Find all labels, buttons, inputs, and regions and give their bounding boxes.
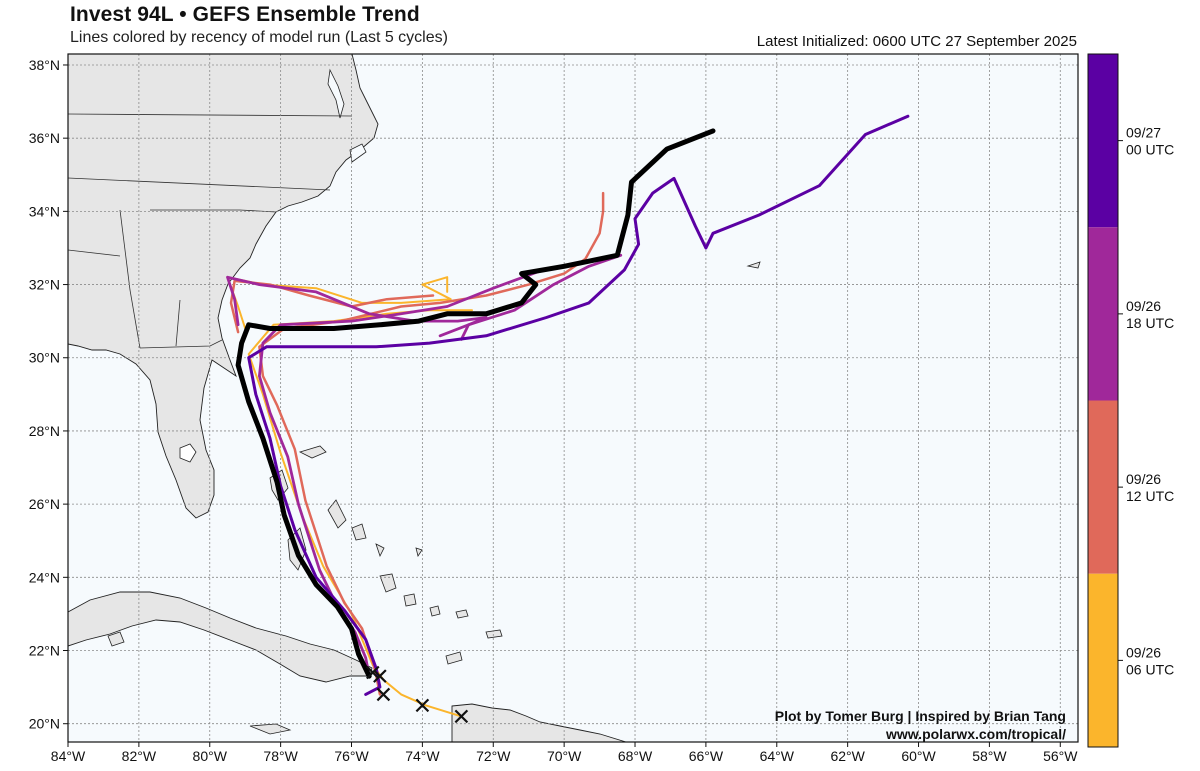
lon-label: 70°W <box>547 748 582 764</box>
colorbar-label-date: 09/27 <box>1126 125 1161 141</box>
track-0926-18z-b <box>226 275 488 341</box>
colorbar-label-date: 09/26 <box>1126 298 1161 314</box>
start-marker <box>415 698 430 713</box>
lon-label: 68°W <box>618 748 653 764</box>
track-0927-00z <box>247 114 910 696</box>
lon-label: 56°W <box>1043 748 1078 764</box>
latitude-labels: 20°N 22°N 24°N 26°N 28°N 30°N 32°N 34°N 36°N 38°N <box>29 57 68 732</box>
lon-label: 66°W <box>689 748 724 764</box>
lat-label: 24°N <box>29 569 60 585</box>
gridlines <box>68 54 1078 742</box>
lon-label: 80°W <box>193 748 228 764</box>
ensemble-tracks <box>226 114 910 718</box>
chart-title: Invest 94L • GEFS Ensemble Trend <box>70 3 420 26</box>
lon-label: 78°W <box>263 748 298 764</box>
track-0926-12z <box>258 191 605 696</box>
lat-label: 22°N <box>29 643 60 659</box>
map-frame <box>67 53 1079 743</box>
initialized-time: Latest Initialized: 0600 UTC 27 Septembe… <box>756 33 1077 50</box>
lon-label: 62°W <box>830 748 865 764</box>
colorbar-label-date: 09/26 <box>1126 471 1161 487</box>
lat-label: 32°N <box>29 277 60 293</box>
lon-label: 74°W <box>405 748 440 764</box>
cuba-land <box>68 591 373 683</box>
track-0927-06z <box>235 128 716 679</box>
colorbar-label-time: 12 UTC <box>1126 488 1174 504</box>
colorbar-segment <box>1088 54 1118 228</box>
lon-label: 72°W <box>476 748 511 764</box>
isle-of-youth <box>107 631 125 647</box>
colorbar-label-time: 18 UTC <box>1126 315 1174 331</box>
start-marker <box>454 709 469 724</box>
track-0926-12z-b <box>229 279 435 334</box>
colorbar-segment <box>1088 573 1118 747</box>
lon-label: 76°W <box>334 748 369 764</box>
start-marker <box>376 687 391 702</box>
lat-label: 34°N <box>29 203 60 219</box>
lon-label: 82°W <box>122 748 157 764</box>
start-markers <box>365 665 469 724</box>
credit-line-1: Plot by Tomer Burg | Inspired by Brian T… <box>775 708 1066 724</box>
longitude-labels: 84°W 82°W 80°W 78°W 76°W 74°W 72°W 70°W 68°W 66°W… <box>51 742 1078 764</box>
lake-okeechobee <box>179 443 197 463</box>
jamaica-land <box>249 723 292 735</box>
lat-label: 26°N <box>29 496 60 512</box>
lon-label: 84°W <box>51 748 86 764</box>
lat-label: 30°N <box>29 350 60 366</box>
credit-line-2: www.polarwx.com/tropical/ <box>885 726 1066 742</box>
start-marker <box>365 665 380 680</box>
lon-label: 64°W <box>760 748 795 764</box>
lat-label: 38°N <box>29 57 60 73</box>
us-east-coast-land <box>68 54 379 519</box>
colorbar-frame <box>1087 53 1119 748</box>
lon-label: 58°W <box>972 748 1007 764</box>
colorbar-label-time: 00 UTC <box>1126 142 1174 158</box>
chart-subtitle: Lines colored by recency of model run (L… <box>70 29 448 46</box>
start-marker <box>373 669 387 683</box>
colorbar-label-time: 06 UTC <box>1126 661 1174 677</box>
lon-label: 60°W <box>901 748 936 764</box>
track-0926-18z <box>258 253 623 678</box>
colorbar-segment <box>1088 227 1118 401</box>
colorbar-segment <box>1088 400 1118 574</box>
lat-label: 28°N <box>29 423 60 439</box>
lat-label: 20°N <box>29 716 60 732</box>
chesapeake-bay <box>327 68 345 119</box>
lat-label: 36°N <box>29 130 60 146</box>
colorbar-label-date: 09/26 <box>1126 644 1161 660</box>
